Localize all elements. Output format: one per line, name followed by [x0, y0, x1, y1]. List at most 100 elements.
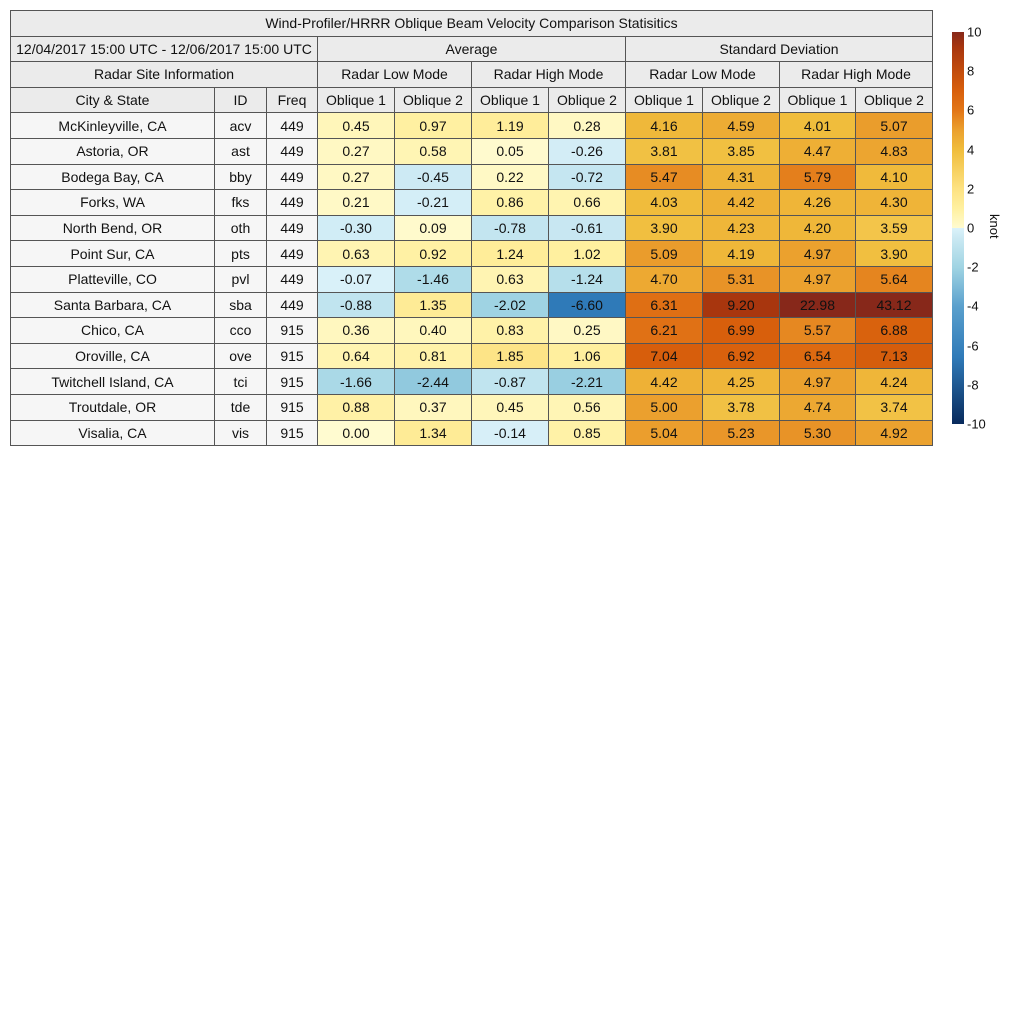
value-cell: 4.47	[779, 137, 856, 165]
value-cell: 4.26	[779, 189, 856, 216]
value-cell: -0.14	[471, 419, 549, 447]
value-cell: 3.78	[702, 393, 780, 421]
value-cell: -1.66	[317, 368, 395, 395]
value-cell: 4.97	[779, 265, 856, 293]
avg-high-mode: Radar High Mode	[471, 61, 626, 88]
value-cell: 0.09	[394, 214, 472, 242]
value-cell: 4.97	[779, 368, 856, 395]
table-row: Troutdale, OR tde 915 0.88 0.37 0.45 0.56 5.00 3…	[10, 393, 933, 421]
value-cell: 1.02	[548, 240, 626, 267]
table-row: Forks, WA fks 449 0.21 -0.21 0.86 0.66 4.03 4.42…	[10, 189, 933, 216]
value-cell: 43.12	[855, 291, 933, 319]
table-row: Twitchell Island, CA tci 915 -1.66 -2.44 -0.8…	[10, 368, 933, 395]
colorbar-tick: -8	[967, 377, 979, 393]
value-cell: 0.83	[471, 317, 549, 344]
value-cell: 0.85	[548, 419, 626, 447]
freq-cell: 915	[266, 419, 318, 447]
value-cell: 0.81	[394, 342, 472, 370]
colorbar-tick: 2	[967, 181, 975, 197]
colorbar-tick: -4	[967, 298, 979, 314]
value-cell: 3.74	[855, 393, 933, 421]
colorbar-tick: -6	[967, 338, 979, 354]
freq-cell: 915	[266, 317, 318, 344]
value-cell: 3.59	[855, 214, 933, 242]
site-info-header: Radar Site Information	[10, 61, 318, 88]
value-cell: -2.44	[394, 368, 472, 395]
id-cell: pts	[214, 240, 267, 267]
value-cell: 3.90	[625, 214, 703, 242]
city-cell: Astoria, OR	[10, 137, 215, 165]
id-cell: pvl	[214, 265, 267, 293]
col-oblique2: Oblique 2	[548, 86, 626, 114]
freq-cell: 449	[266, 214, 318, 242]
value-cell: 7.04	[625, 342, 703, 370]
value-cell: 0.86	[471, 189, 549, 216]
col-oblique1: Oblique 1	[625, 86, 703, 114]
table-row: Oroville, CA ove 915 0.64 0.81 1.85 1.06 7.04 6.…	[10, 342, 933, 370]
value-cell: 4.19	[702, 240, 780, 267]
value-cell: 0.05	[471, 137, 549, 165]
col-id: ID	[214, 86, 267, 114]
city-cell: McKinleyville, CA	[10, 112, 215, 139]
value-cell: 5.30	[779, 419, 856, 447]
value-cell: 0.92	[394, 240, 472, 267]
value-cell: 1.24	[471, 240, 549, 267]
colorbar-tick: 10	[967, 24, 982, 40]
freq-cell: 915	[266, 393, 318, 421]
value-cell: 4.42	[702, 189, 780, 216]
value-cell: 0.21	[317, 189, 395, 216]
avg-low-mode: Radar Low Mode	[317, 61, 472, 88]
value-cell: 4.42	[625, 368, 703, 395]
colorbar-tick: -10	[967, 416, 986, 432]
value-cell: 3.85	[702, 137, 780, 165]
value-cell: 0.58	[394, 137, 472, 165]
value-cell: 0.25	[548, 317, 626, 344]
value-cell: 4.30	[855, 189, 933, 216]
value-cell: 6.54	[779, 342, 856, 370]
value-cell: 6.21	[625, 317, 703, 344]
id-cell: tci	[214, 368, 267, 395]
table-row: McKinleyville, CA acv 449 0.45 0.97 1.19 0.28 4…	[10, 112, 933, 139]
city-cell: Oroville, CA	[10, 342, 215, 370]
value-cell: -0.26	[548, 137, 626, 165]
table-row: Visalia, CA vis 915 0.00 1.34 -0.14 0.85 5.04 5.…	[10, 419, 933, 447]
id-cell: fks	[214, 189, 267, 216]
table-row: Platteville, CO pvl 449 -0.07 -1.46 0.63 -1.24…	[10, 265, 933, 293]
value-cell: 0.56	[548, 393, 626, 421]
value-cell: 0.27	[317, 163, 395, 191]
value-cell: -0.88	[317, 291, 395, 319]
value-cell: 0.45	[471, 393, 549, 421]
freq-cell: 915	[266, 342, 318, 370]
city-cell: Forks, WA	[10, 189, 215, 216]
col-freq: Freq	[266, 86, 318, 114]
value-cell: -2.02	[471, 291, 549, 319]
std-low-mode: Radar Low Mode	[625, 61, 780, 88]
colorbar-tick: 6	[967, 102, 975, 118]
table-row: Point Sur, CA pts 449 0.63 0.92 1.24 1.02 5.09 4…	[10, 240, 933, 267]
freq-cell: 449	[266, 137, 318, 165]
city-cell: Troutdale, OR	[10, 393, 215, 421]
city-cell: Point Sur, CA	[10, 240, 215, 267]
table-row: Chico, CA cco 915 0.36 0.40 0.83 0.25 6.21 6.99 5…	[10, 317, 933, 344]
city-cell: Platteville, CO	[10, 265, 215, 293]
table-title: Wind-Profiler/HRRR Oblique Beam Velocity…	[10, 10, 933, 37]
value-cell: 9.20	[702, 291, 780, 319]
colorbar	[952, 32, 964, 424]
value-cell: 4.20	[779, 214, 856, 242]
city-cell: Santa Barbara, CA	[10, 291, 215, 319]
value-cell: 6.99	[702, 317, 780, 344]
value-cell: 0.22	[471, 163, 549, 191]
value-cell: 5.47	[625, 163, 703, 191]
col-oblique1: Oblique 1	[471, 86, 549, 114]
value-cell: 5.07	[855, 112, 933, 139]
statistics-table: Wind-Profiler/HRRR Oblique Beam Velocity…	[10, 10, 933, 447]
value-cell: 6.88	[855, 317, 933, 344]
value-cell: 0.00	[317, 419, 395, 447]
value-cell: -1.46	[394, 265, 472, 293]
value-cell: 1.06	[548, 342, 626, 370]
value-cell: 4.70	[625, 265, 703, 293]
value-cell: 4.03	[625, 189, 703, 216]
table-row: Bodega Bay, CA bby 449 0.27 -0.45 0.22 -0.72 5.…	[10, 163, 933, 191]
value-cell: 5.64	[855, 265, 933, 293]
value-cell: -0.07	[317, 265, 395, 293]
